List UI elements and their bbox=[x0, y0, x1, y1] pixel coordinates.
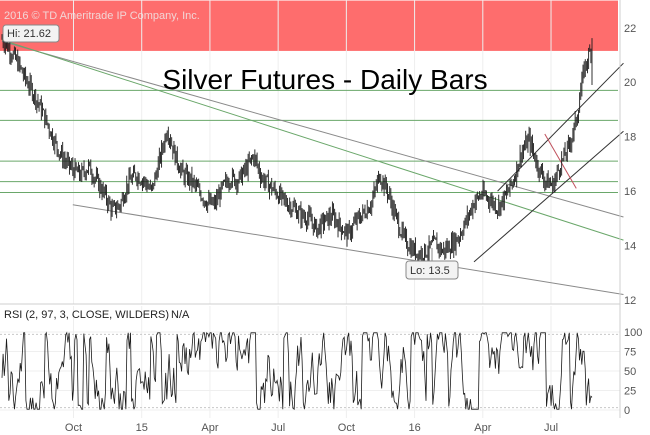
x-tick-label: 15 bbox=[136, 422, 148, 434]
high-badge: Hi: 21.62 bbox=[2, 24, 60, 43]
price-y-tick-label: 20 bbox=[624, 77, 636, 89]
low-badge: Lo: 13.5 bbox=[405, 248, 459, 280]
rsi-y-tick-label: 100 bbox=[624, 327, 642, 339]
high-badge-label: Hi: 21.62 bbox=[7, 28, 51, 40]
rsi-gridlines bbox=[0, 306, 620, 418]
price-y-tick-label: 22 bbox=[624, 23, 636, 35]
rsi-line bbox=[1, 331, 593, 410]
price-y-tick-label: 16 bbox=[624, 186, 636, 198]
rsi-y-tick-label: 75 bbox=[624, 347, 636, 359]
price-y-tick-label: 14 bbox=[624, 241, 636, 253]
low-badge-box bbox=[405, 260, 459, 280]
trend-line bbox=[72, 204, 624, 296]
rsi-y-ticks: 0 25 50 75 100 bbox=[624, 327, 642, 417]
chart-title: Silver Futures - Daily Bars bbox=[162, 64, 487, 95]
rsi-panel: 0 25 50 75 100 RSI (2, 97, 3, CLOSE, WILDERS… bbox=[0, 306, 642, 418]
price-bars bbox=[1, 34, 593, 268]
trend-line bbox=[473, 130, 624, 263]
resistance-zone bbox=[0, 0, 618, 51]
low-badge-label: Lo: 13.5 bbox=[410, 265, 450, 277]
rsi-y-tick-label: 25 bbox=[624, 386, 636, 398]
trend-line bbox=[1, 39, 624, 241]
trend-line bbox=[544, 133, 577, 189]
trend-line bbox=[1, 40, 624, 218]
price-y-ticks: 12 14 16 18 20 22 bbox=[624, 23, 636, 307]
high-badge-box bbox=[2, 24, 60, 43]
trend-lines bbox=[1, 39, 624, 296]
horizontal-support-lines bbox=[0, 89, 618, 193]
x-tick-label: Apr bbox=[201, 422, 218, 434]
x-tick-label: Jul bbox=[544, 422, 558, 434]
copyright-text: 2016 © TD Ameritrade IP Company, Inc. bbox=[4, 10, 200, 22]
price-panel: 2016 © TD Ameritrade IP Company, Inc. 12… bbox=[0, 0, 636, 307]
rsi-y-tick-label: 50 bbox=[624, 366, 636, 378]
rsi-label: RSI (2, 97, 3, CLOSE, WILDERS) bbox=[4, 309, 169, 321]
price-y-tick-label: 12 bbox=[624, 295, 636, 307]
vertical-gridlines bbox=[72, 0, 552, 304]
x-axis-ticks: Oct 15 Apr Jul Oct 16 Apr Jul bbox=[65, 422, 558, 434]
x-tick-label: Jul bbox=[271, 422, 285, 434]
x-tick-label: Oct bbox=[65, 422, 82, 434]
rsi-y-tick-label: 0 bbox=[624, 405, 630, 417]
x-tick-label: Oct bbox=[338, 422, 355, 434]
x-tick-label: Apr bbox=[474, 422, 491, 434]
x-tick-label: 16 bbox=[408, 422, 420, 434]
rsi-value-label: N/A bbox=[171, 309, 190, 321]
price-y-tick-label: 18 bbox=[624, 132, 636, 144]
